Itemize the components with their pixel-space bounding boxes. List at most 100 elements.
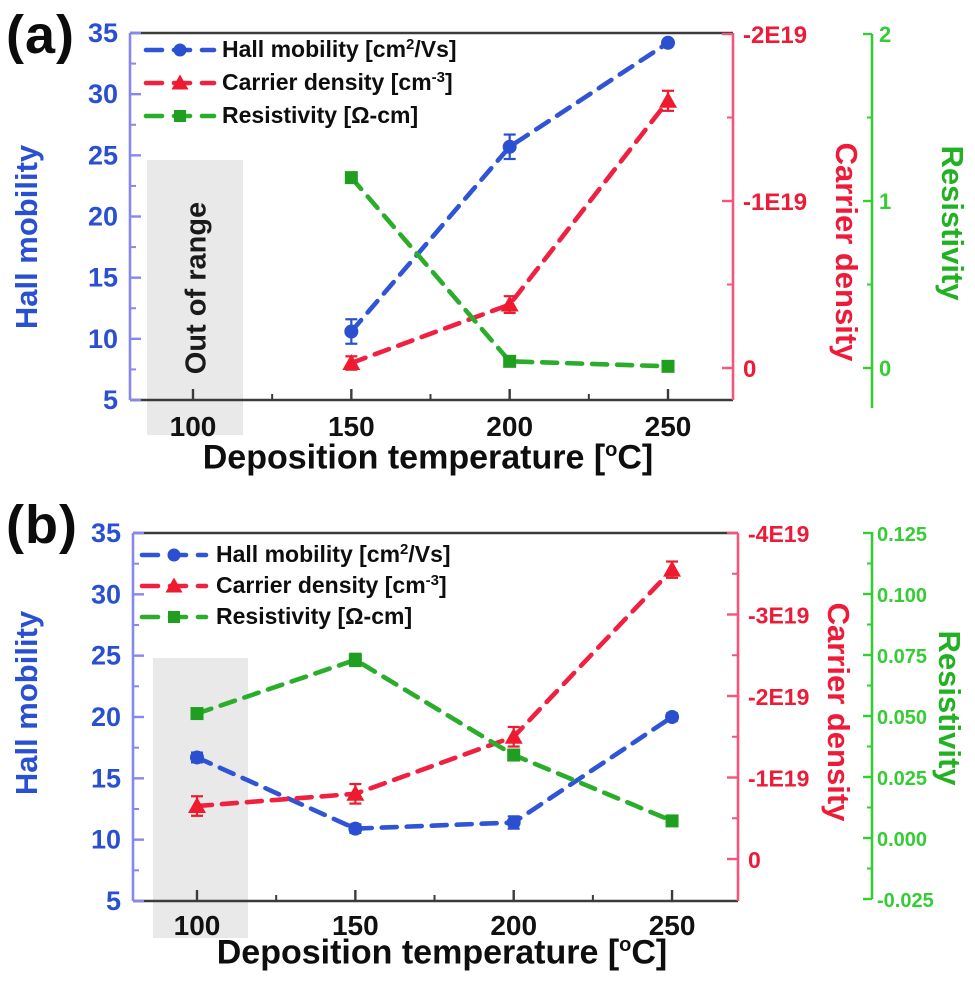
- out-of-range-band-a: [147, 160, 243, 435]
- resistivity-tick-label-b: 0.000: [877, 829, 927, 851]
- resistivity-tick-label-a: 2: [879, 22, 891, 47]
- legend-text2: /Vs]: [408, 541, 451, 567]
- legend-text: Carrier density [cm: [216, 572, 426, 598]
- legend-label-resistivity-a: Resistivity [Ω-cm]: [222, 102, 418, 129]
- legend-marker-triangle-a: [171, 74, 189, 90]
- panel-b-label: (b): [6, 495, 78, 555]
- legend-text: Hall mobility [cm: [216, 541, 401, 567]
- left-tick-label-a: 30: [88, 79, 118, 109]
- legend-text2: /Vs]: [414, 36, 457, 62]
- carrier-tick-label-b: -2E19: [748, 684, 809, 710]
- series-line-triangle-b: [194, 567, 675, 809]
- marker-circle-a: [661, 35, 676, 50]
- resistivity-tick-label-a: 0: [879, 356, 891, 381]
- resistivity-tick-label-b: 0.025: [877, 768, 927, 790]
- left-tick-label-a: 20: [88, 202, 118, 232]
- marker-square-a: [661, 359, 675, 373]
- marker-triangle-b: [346, 784, 365, 801]
- x-axis-title-a-text: Deposition temperature [: [202, 438, 606, 477]
- legend-marker-square-b: [168, 611, 180, 623]
- marker-triangle-a: [500, 295, 519, 312]
- legend-sup: 2: [406, 36, 415, 53]
- legend-label-carrier-density-a: Carrier density [cm-3]: [222, 69, 453, 96]
- resistivity-tick-label-a: 1: [879, 189, 891, 214]
- carrier-tick-label-b: -4E19: [748, 521, 809, 547]
- x-axis-title-a: Deposition temperature [oC]: [203, 439, 654, 478]
- panel-a-label: (a): [6, 5, 75, 65]
- resistivity-axis-title-b: Resistivity: [932, 630, 967, 786]
- left-tick-label-b: 20: [91, 702, 121, 732]
- resistivity-tick-label-b: 0.050: [877, 707, 927, 729]
- resistivity-tick-label-b: 0.100: [877, 585, 927, 607]
- out-of-range-annotation: Out of range: [180, 201, 213, 375]
- marker-circle-b: [190, 750, 204, 765]
- series-line-square-a: [349, 175, 671, 369]
- x-tick-label-a: 200: [486, 411, 533, 442]
- left-tick-label-b: 5: [106, 886, 121, 916]
- marker-triangle-a: [342, 353, 361, 370]
- legend-label-hall-mobility-b: Hall mobility [cm2/Vs]: [216, 541, 451, 568]
- series-line-circle-a: [349, 40, 671, 334]
- left-tick-label-b: 15: [91, 763, 121, 793]
- left-tick-label-b: 35: [91, 518, 121, 548]
- x-tick-label-b: 250: [649, 910, 696, 941]
- out-of-range-band-b: [153, 658, 248, 938]
- legend-text: Carrier density [cm: [222, 69, 432, 95]
- x-tick-label-b: 150: [332, 910, 379, 941]
- carrier-tick-label-a: 0: [743, 356, 756, 383]
- left-tick-label-b: 30: [91, 579, 121, 609]
- marker-triangle-b: [663, 560, 682, 577]
- marker-square-b: [348, 653, 362, 667]
- marker-circle-a: [344, 324, 359, 339]
- x-tick-label-a: 100: [170, 411, 217, 442]
- marker-circle-b: [348, 821, 363, 836]
- left-tick-label-a: 15: [88, 263, 118, 293]
- legend-label-hall-mobility-a: Hall mobility [cm2/Vs]: [222, 36, 457, 63]
- x-axis-title-b-sup: o: [619, 934, 632, 957]
- left-tick-label-b: 25: [91, 641, 121, 671]
- legend-sup: -3: [431, 69, 445, 86]
- series-line-circle-b: [194, 714, 675, 831]
- carrier-tick-label-a: -2E19: [743, 22, 807, 49]
- carrier-tick-label-b: -3E19: [748, 603, 809, 629]
- left-tick-label-b: 10: [91, 825, 121, 855]
- x-axis-title-a-text2: C]: [617, 438, 654, 477]
- resistivity-tick-label-b: -0.025: [877, 890, 934, 912]
- marker-square-a: [344, 171, 358, 185]
- x-tick-label-b: 200: [490, 910, 537, 941]
- carrier-tick-label-b: -1E19: [748, 766, 809, 792]
- legend-text2: ]: [444, 69, 453, 95]
- legend-text2: ]: [438, 572, 447, 598]
- legend-text: Resistivity [Ω-cm]: [222, 102, 419, 128]
- legend-label-resistivity-b: Resistivity [Ω-cm]: [216, 603, 412, 630]
- resistivity-tick-label-b: 0.125: [877, 524, 927, 546]
- x-axis-title-b: Deposition temperature [oC]: [217, 934, 668, 973]
- marker-triangle-b: [188, 797, 206, 814]
- legend-label-carrier-density-b: Carrier density [cm-3]: [216, 572, 447, 599]
- legend-marker-circle-a: [173, 43, 187, 57]
- x-axis-title-b-text: Deposition temperature [: [216, 933, 620, 972]
- legend-marker-triangle-b: [165, 577, 183, 593]
- left-tick-label-a: 25: [88, 140, 118, 170]
- left-tick-label-a: 35: [88, 18, 118, 48]
- resistivity-tick-label-b: 0.075: [877, 646, 927, 668]
- marker-square-a: [503, 354, 517, 368]
- carrier-density-axis-title-b: Carrier density: [821, 602, 856, 822]
- marker-square-b: [190, 707, 204, 721]
- x-axis-title-b-text2: C]: [631, 933, 668, 972]
- marker-triangle-b: [504, 727, 523, 744]
- x-tick-label-a: 250: [645, 411, 692, 442]
- marker-circle-b: [506, 815, 521, 830]
- legend-sup: 2: [400, 541, 409, 558]
- x-axis-title-a-sup: o: [605, 439, 618, 462]
- marker-square-b: [665, 814, 679, 828]
- left-tick-label-a: 5: [103, 385, 118, 415]
- resistivity-axis-title-a: Resistivity: [935, 145, 970, 301]
- carrier-tick-label-b: 0: [748, 847, 761, 873]
- left-tick-label-a: 10: [88, 324, 118, 354]
- series-line-square-b: [194, 657, 675, 824]
- hall-mobility-axis-title-a: Hall mobility: [9, 144, 44, 330]
- legend-marker-square-a: [174, 110, 186, 122]
